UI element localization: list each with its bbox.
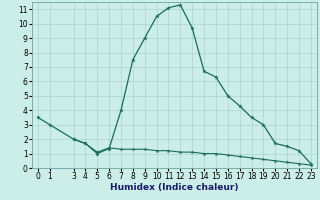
X-axis label: Humidex (Indice chaleur): Humidex (Indice chaleur) bbox=[110, 183, 239, 192]
